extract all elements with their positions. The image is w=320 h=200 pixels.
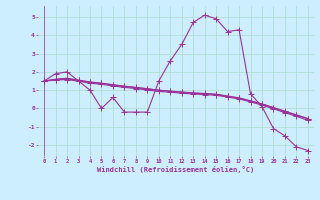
X-axis label: Windchill (Refroidissement éolien,°C): Windchill (Refroidissement éolien,°C) [97, 166, 255, 173]
